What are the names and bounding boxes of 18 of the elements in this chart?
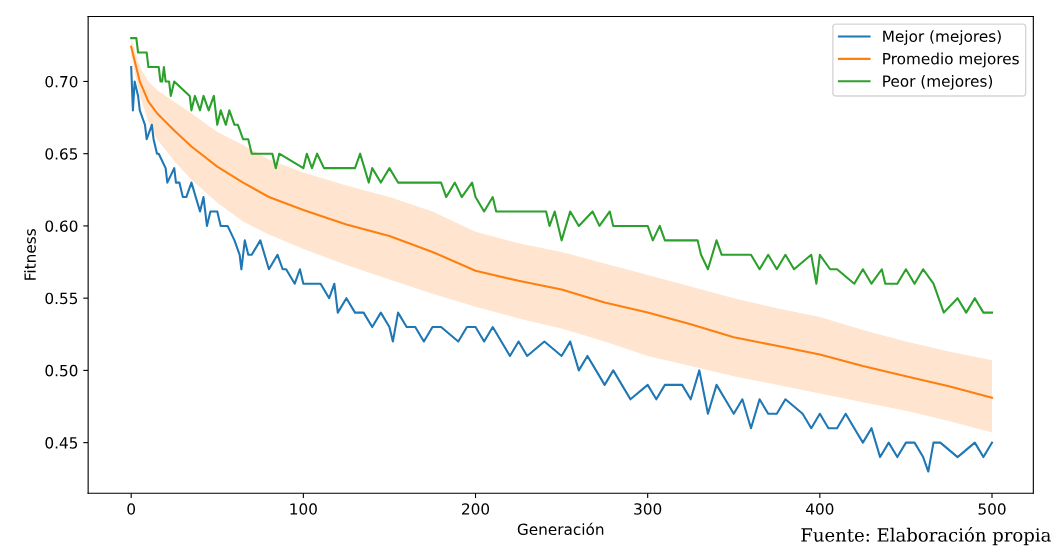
x-tick-label: 100: [290, 503, 317, 515]
y-tick-label: 0.70: [45, 75, 78, 88]
y-tick-label: 0.55: [45, 292, 78, 305]
y-tick-label: 0.65: [45, 148, 78, 160]
legend-label: Peor (mejores): [883, 75, 993, 90]
y-tick-label: 0.60: [45, 220, 78, 232]
x-tick-label: 400: [806, 503, 834, 515]
x-tick-label: 0: [127, 503, 136, 515]
x-tick-label: 500: [978, 503, 1006, 515]
x-tick-label: 200: [462, 503, 490, 515]
x-axis-title: Generación: [517, 522, 604, 536]
x-tick-label: 300: [634, 503, 662, 515]
legend-label: Mejor (mejores): [883, 30, 1001, 45]
legend-label: Promedio mejores: [883, 52, 1019, 68]
y-tick-label: 0.45: [45, 437, 78, 449]
y-axis-title: Fitness: [24, 229, 36, 280]
source-note: Fuente: Elaboración propia: [801, 527, 1051, 546]
y-tick-label: 0.50: [45, 364, 78, 377]
